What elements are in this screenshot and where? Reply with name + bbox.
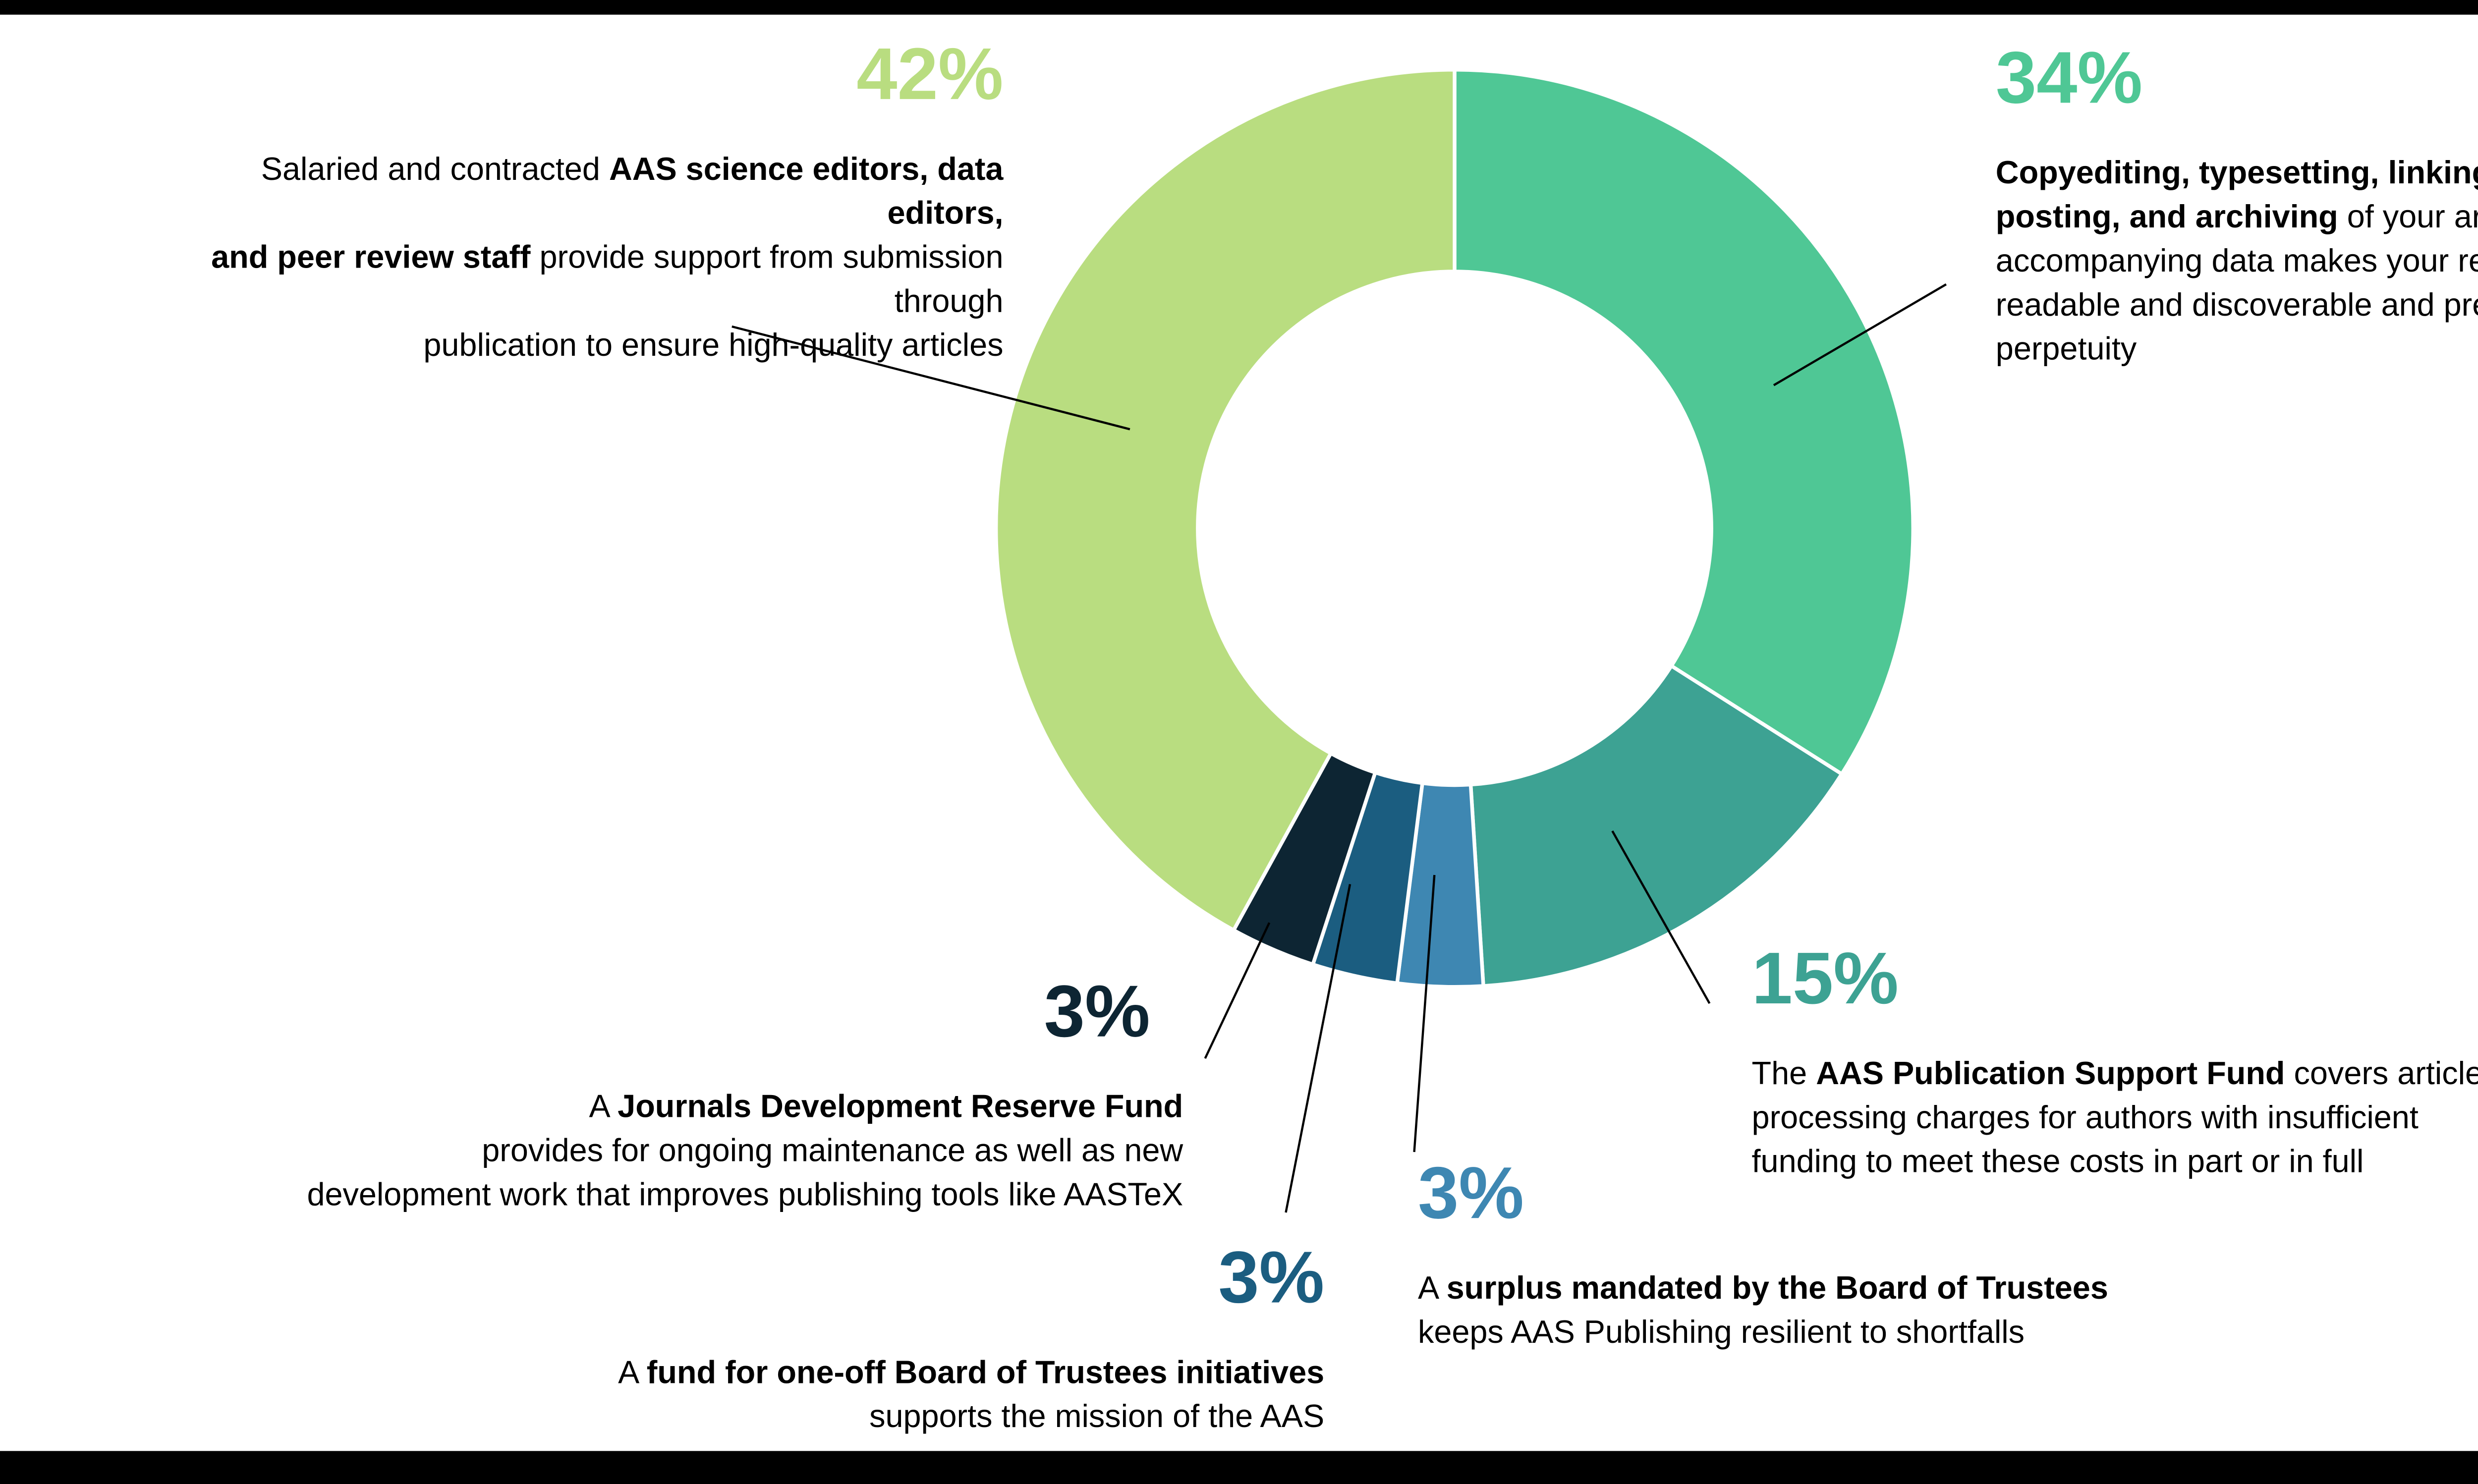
callout-journals-reserve-fund: 3% A Journals Development Reserve Fund p…	[266, 974, 1183, 1216]
donut-segment-publication-support-fund	[1468, 663, 1845, 988]
leader-line-3-oneoff	[1285, 883, 1352, 1213]
leader-line-3-reserve	[1204, 922, 1271, 1059]
donut-segment-copyediting-typesetting	[1453, 67, 1915, 777]
callout-publication-support-fund: 15% The AAS Publication Support Fund cov…	[1752, 941, 2478, 1183]
callout-publication-support-fund-text: The AAS Publication Support Fund covers …	[1751, 1054, 2478, 1180]
leader-line-42	[732, 325, 1130, 431]
percent-label-15: 15%	[1751, 939, 1899, 1020]
callout-copyediting: 34% Copyediting, typesetting, linking an…	[1996, 40, 2478, 370]
percent-label-42: 42%	[856, 35, 1004, 116]
top-black-bar	[0, 0, 2478, 15]
callout-one-off-initiatives-text: A fund for one-off Board of Trustees ini…	[618, 1354, 1325, 1435]
leader-line-15	[1611, 830, 1711, 1004]
callout-one-off-initiatives: 3% A fund for one-off Board of Trustees …	[609, 1240, 1324, 1438]
callout-editors-staff: 42% Salaried and contracted AAS science …	[141, 35, 1004, 367]
callout-board-surplus-text: A surplus mandated by the Board of Trust…	[1417, 1269, 2108, 1350]
callout-copyediting-text: Copyediting, typesetting, linking and ta…	[1995, 154, 2478, 367]
percent-label-3-oneoff: 3%	[1218, 1238, 1325, 1319]
leader-line-34	[1773, 283, 1947, 386]
percent-label-3-reserve: 3%	[1044, 972, 1150, 1053]
callout-editors-staff-text: Salaried and contracted AAS science edit…	[211, 150, 1004, 364]
donut-segments	[994, 67, 1915, 989]
callout-journals-reserve-fund-text: A Journals Development Reserve Fund prov…	[307, 1088, 1183, 1213]
percent-label-3-surplus: 3%	[1417, 1154, 1524, 1235]
percent-label-34: 34%	[1995, 38, 2143, 119]
bottom-black-bar	[0, 1451, 2478, 1484]
leader-lines	[732, 283, 1947, 1213]
callout-board-surplus: 3% A surplus mandated by the Board of Tr…	[1418, 1155, 2115, 1354]
leader-line-3-surplus	[1413, 875, 1436, 1153]
donut-segment-editors-peer-review-staff	[994, 67, 1457, 933]
